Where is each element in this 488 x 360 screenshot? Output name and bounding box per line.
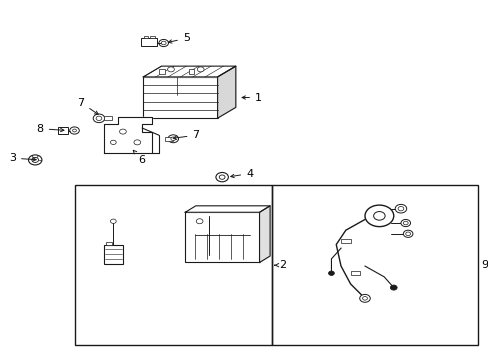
- Text: 1: 1: [242, 93, 262, 103]
- Bar: [185, 212, 259, 262]
- Text: 7: 7: [77, 98, 98, 114]
- Polygon shape: [217, 66, 235, 118]
- Circle shape: [373, 212, 385, 220]
- Circle shape: [70, 127, 79, 134]
- Circle shape: [110, 140, 116, 144]
- Circle shape: [394, 204, 406, 213]
- Circle shape: [362, 297, 366, 300]
- Circle shape: [219, 175, 224, 179]
- Polygon shape: [185, 206, 269, 212]
- Circle shape: [328, 271, 334, 275]
- Circle shape: [32, 157, 39, 162]
- Bar: [103, 116, 112, 121]
- Circle shape: [403, 221, 407, 225]
- Circle shape: [359, 294, 369, 302]
- Circle shape: [170, 137, 175, 140]
- Text: 7: 7: [173, 130, 199, 140]
- Circle shape: [403, 230, 412, 237]
- Bar: [103, 244, 122, 264]
- Bar: [340, 239, 350, 243]
- Polygon shape: [259, 206, 269, 262]
- Circle shape: [168, 135, 178, 143]
- Bar: [143, 36, 148, 39]
- Circle shape: [197, 67, 203, 72]
- Bar: [164, 137, 173, 140]
- Circle shape: [134, 140, 141, 145]
- Text: 4: 4: [230, 168, 253, 179]
- Text: 9: 9: [481, 260, 488, 270]
- Polygon shape: [143, 66, 235, 77]
- Bar: [106, 242, 112, 244]
- Bar: [150, 36, 155, 39]
- Circle shape: [159, 40, 168, 46]
- Bar: [350, 271, 360, 275]
- Circle shape: [196, 219, 203, 224]
- Bar: [159, 69, 164, 74]
- Circle shape: [389, 285, 396, 290]
- Circle shape: [397, 207, 403, 211]
- Text: 2: 2: [278, 260, 285, 270]
- Circle shape: [167, 67, 174, 72]
- Circle shape: [93, 114, 104, 123]
- Bar: [271, 185, 477, 345]
- Circle shape: [110, 219, 116, 224]
- Bar: [75, 185, 271, 345]
- Circle shape: [161, 41, 166, 45]
- Circle shape: [364, 205, 393, 226]
- Polygon shape: [103, 117, 151, 153]
- Bar: [143, 77, 217, 118]
- Circle shape: [120, 129, 126, 134]
- Text: 8: 8: [37, 124, 64, 134]
- Circle shape: [405, 232, 410, 235]
- Circle shape: [216, 172, 228, 182]
- Text: 5: 5: [168, 33, 189, 43]
- Circle shape: [400, 220, 410, 226]
- Bar: [58, 127, 68, 134]
- Circle shape: [96, 116, 102, 121]
- Circle shape: [28, 155, 42, 165]
- Bar: [141, 39, 157, 45]
- Bar: [189, 69, 194, 74]
- Text: 3: 3: [9, 153, 36, 163]
- Circle shape: [72, 129, 76, 132]
- Text: 6: 6: [133, 150, 145, 165]
